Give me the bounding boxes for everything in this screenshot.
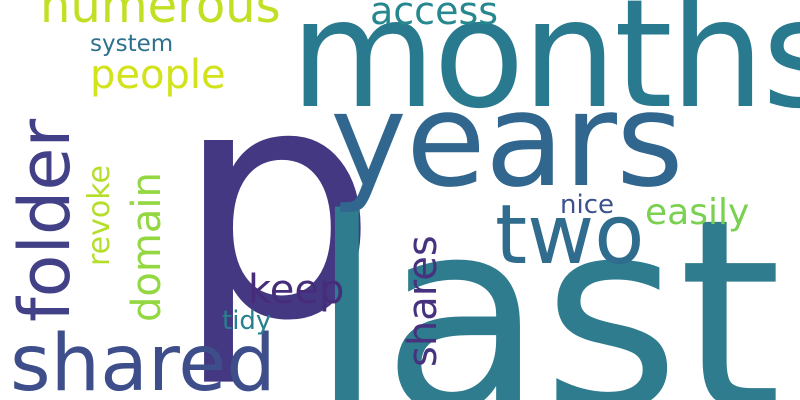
word-domain: domain (124, 172, 170, 322)
word-years: years (330, 64, 684, 216)
word-shared: shared (10, 319, 276, 400)
word-nice: nice (560, 190, 614, 220)
word-p: p (175, 19, 378, 391)
word-access: access (370, 0, 499, 33)
word-folder: folder (4, 118, 86, 322)
word-two: two (495, 188, 645, 283)
word-easily: easily (645, 192, 750, 233)
word-keep: keep (248, 267, 345, 313)
word-people: people (90, 52, 226, 98)
word-last: last (310, 163, 782, 400)
word-revoke: revoke (82, 164, 117, 266)
word-numerous: numerous (40, 0, 281, 34)
word-tidy: tidy (222, 306, 272, 336)
word-months: months (290, 0, 800, 142)
word-system: system (90, 31, 174, 57)
word-shares: shares (400, 235, 446, 367)
